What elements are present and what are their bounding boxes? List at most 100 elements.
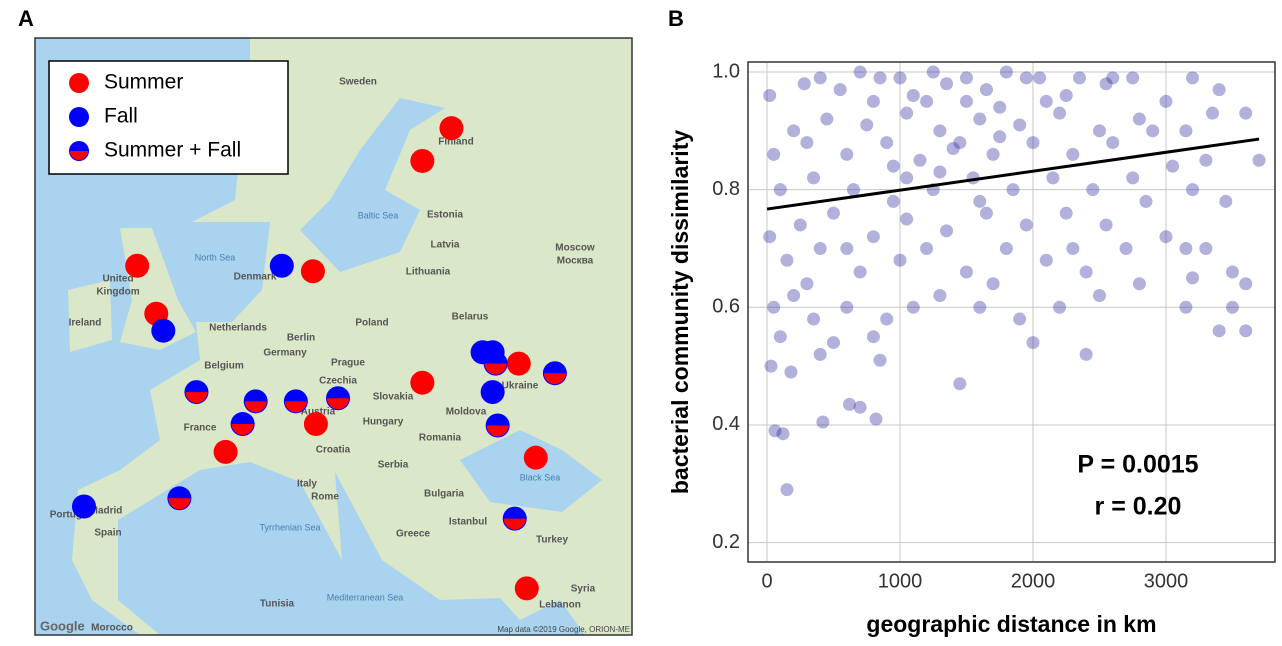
point [940,77,953,90]
y-tick-label: 0.2 [712,531,740,553]
y-tick-label: 0.8 [712,178,740,200]
annotation: P = 0.0015 [1077,451,1198,479]
map-label: Turkey [536,535,568,546]
marker-fill [72,494,96,518]
point [1053,301,1066,314]
point [867,230,880,243]
site-marker [515,576,539,600]
site-marker [439,116,463,140]
map-label: Mediterranean Sea [327,592,404,602]
point [1213,83,1226,96]
legend-symbol [69,141,89,161]
map-label: Czechia [319,376,357,387]
point [787,289,800,302]
point [960,71,973,84]
marker-fill [524,446,548,470]
map-label: Rome [311,492,339,503]
map-label: Serbia [378,460,409,471]
point [933,124,946,137]
map-label: Denmark [234,272,277,283]
point [880,313,893,326]
map-label: Croatia [316,445,351,456]
legend-symbol [69,73,89,93]
point [767,301,780,314]
point [1146,124,1159,137]
map-label: Ukraine [502,381,539,392]
point [1166,160,1179,173]
fit-line [767,139,1259,209]
site-marker [524,446,548,470]
point [800,277,813,290]
site-marker [125,254,149,278]
point [798,77,811,90]
point [1080,348,1093,361]
x-tick-label: 0 [761,570,772,592]
point [870,413,883,426]
point [1239,107,1252,120]
point [807,171,820,184]
point [807,313,820,326]
point [763,89,776,102]
marker-fill [481,380,505,404]
point [987,148,1000,161]
point [1053,107,1066,120]
point [893,254,906,267]
annotation: r = 0.20 [1095,493,1182,521]
legend-label: Summer + Fall [104,139,241,162]
point [1126,71,1139,84]
point [1120,242,1133,255]
point [973,301,986,314]
point [1013,313,1026,326]
map-label: France [184,423,217,434]
marker-fill [507,352,531,376]
point [1239,277,1252,290]
y-tick-label: 0.6 [712,296,740,318]
site-marker [481,380,505,404]
legend-fill [69,73,89,93]
point [767,148,780,161]
point [827,336,840,349]
point [913,154,926,167]
map-label: Germany [263,348,307,359]
marker-fill [125,254,149,278]
point [887,195,900,208]
point [973,195,986,208]
point [1199,154,1212,167]
point [1093,289,1106,302]
point [1000,242,1013,255]
point [1026,136,1039,149]
site-marker [270,254,294,278]
point [780,254,793,267]
point [1066,148,1079,161]
point [960,95,973,108]
point [784,366,797,379]
google-logo: Google [40,618,85,633]
point [867,95,880,108]
point [800,136,813,149]
point [987,277,1000,290]
marker-fill [515,576,539,600]
point [1159,95,1172,108]
point [787,124,800,137]
point [1100,218,1113,231]
point [1226,266,1239,279]
point [774,183,787,196]
point [907,301,920,314]
site-marker [214,440,238,464]
y-tick-label: 1.0 [712,60,740,82]
map-label: Sweden [339,77,377,88]
point [880,136,893,149]
point [780,483,793,496]
map-label: Tyrrhenian Sea [259,522,320,532]
point [874,71,887,84]
point [993,101,1006,114]
site-marker [543,361,567,385]
map-label: Syria [571,584,596,595]
point [1093,124,1106,137]
map-label: Latvia [431,240,460,251]
point [854,66,867,79]
site-marker [184,380,208,404]
point [840,242,853,255]
site-marker [410,149,434,173]
marker-fill [151,319,175,343]
